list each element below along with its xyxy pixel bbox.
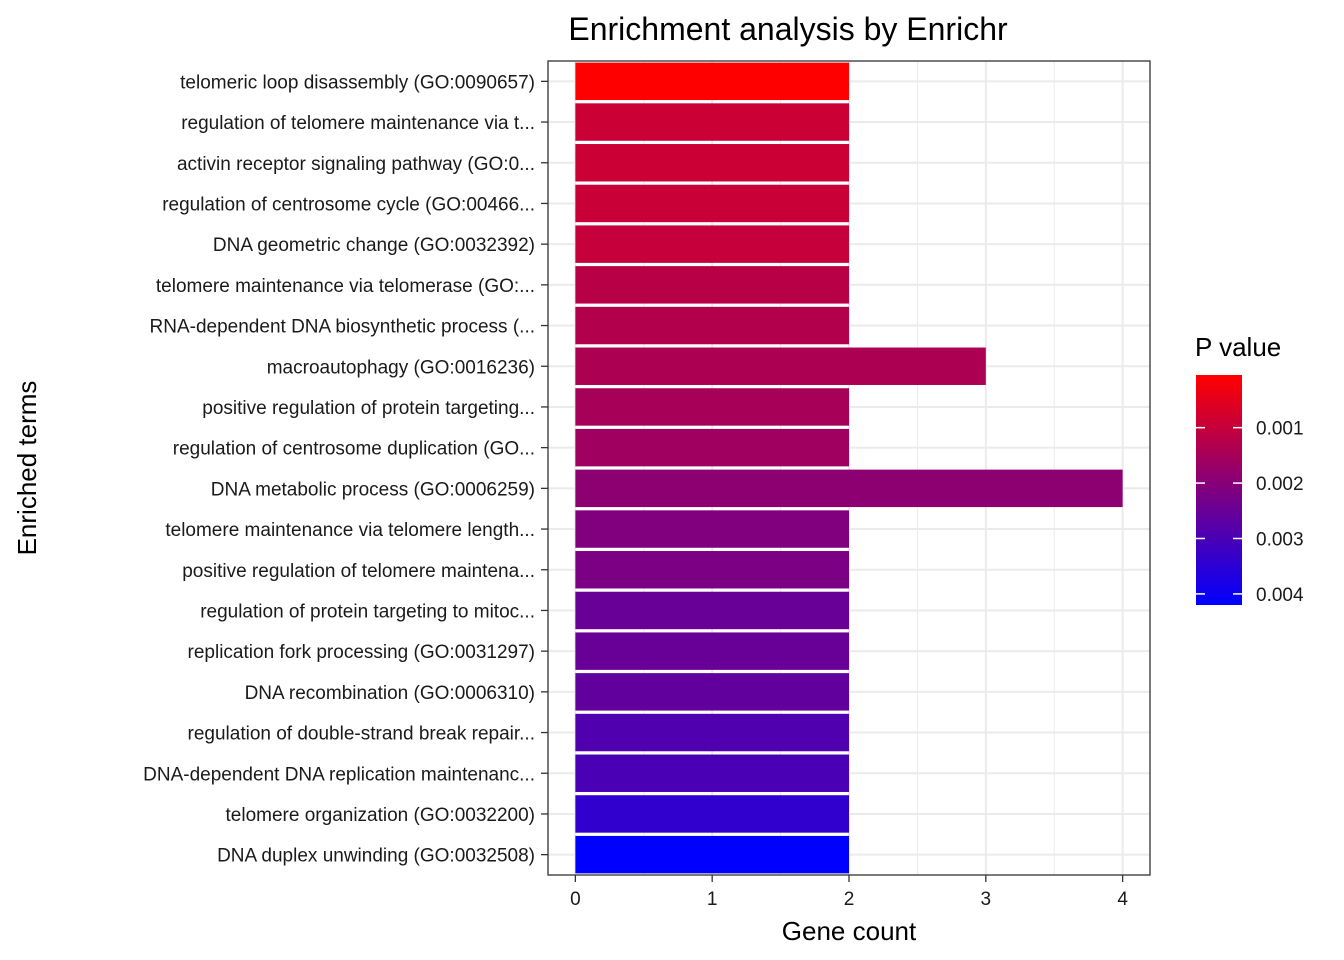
y-tick-label: positive regulation of telomere maintena… (182, 561, 535, 582)
x-axis-title: Gene count (782, 916, 917, 946)
x-tick-label: 0 (570, 889, 581, 910)
y-tick-label: regulation of centrosome duplication (GO… (173, 439, 535, 460)
legend-tick-label: 0.002 (1256, 474, 1304, 495)
y-tick-label: regulation of double-strand break repair… (188, 724, 536, 745)
legend: P value 0.001 0.002 0.003 0.004 (1195, 332, 1304, 606)
bar (575, 673, 849, 711)
bar (575, 510, 849, 548)
y-axis: telomeric loop disassembly (GO:0090657) r… (143, 72, 548, 867)
bar (575, 184, 849, 223)
y-tick-label: DNA-dependent DNA replication maintenanc… (143, 764, 535, 785)
bar (575, 591, 849, 630)
bar (575, 306, 849, 345)
bar (575, 469, 1123, 508)
legend-tick-label: 0.001 (1256, 419, 1304, 440)
bar (575, 266, 849, 304)
y-tick-label: DNA metabolic process (GO:0006259) (211, 479, 535, 500)
bar (575, 551, 849, 589)
y-tick-label: regulation of telomere maintenance via t… (181, 113, 535, 134)
bar (575, 225, 849, 263)
bar (575, 144, 849, 182)
bar (575, 795, 849, 833)
bar (575, 835, 849, 874)
legend-colorbar (1196, 375, 1242, 605)
legend-title: P value (1195, 332, 1281, 362)
legend-tick-label: 0.003 (1256, 529, 1304, 550)
bar (575, 713, 849, 752)
y-tick-label: macroautophagy (GO:0016236) (267, 357, 535, 378)
legend-tick-label: 0.004 (1256, 585, 1304, 606)
bar (575, 103, 849, 141)
x-tick-label: 2 (844, 889, 855, 910)
y-tick-label: activin receptor signaling pathway (GO:0… (177, 154, 535, 175)
bar (575, 754, 849, 792)
y-tick-label: telomere maintenance via telomerase (GO:… (156, 276, 535, 297)
x-tick-label: 3 (981, 889, 992, 910)
y-tick-label: replication fork processing (GO:0031297) (188, 642, 535, 663)
y-tick-label: DNA duplex unwinding (GO:0032508) (217, 846, 535, 867)
y-tick-label: telomere organization (GO:0032200) (226, 805, 535, 826)
y-tick-label: telomeric loop disassembly (GO:0090657) (180, 72, 535, 93)
bars (575, 62, 1123, 874)
x-tick-label: 4 (1117, 889, 1128, 910)
bar (575, 428, 849, 467)
bar (575, 632, 849, 670)
y-tick-label: regulation of centrosome cycle (GO:00466… (162, 194, 535, 215)
y-tick-label: regulation of protein targeting to mitoc… (200, 601, 535, 622)
y-axis-title: Enriched terms (12, 381, 42, 556)
y-tick-label: DNA recombination (GO:0006310) (245, 683, 535, 704)
y-tick-label: telomere maintenance via telomere length… (165, 520, 535, 541)
bar (575, 347, 986, 385)
chart-title: Enrichment analysis by Enrichr (568, 11, 1008, 47)
y-tick-label: positive regulation of protein targeting… (202, 398, 535, 419)
x-tick-label: 1 (707, 889, 718, 910)
x-axis: 0 1 2 3 4 (570, 875, 1128, 910)
bar (575, 388, 849, 426)
y-tick-label: DNA geometric change (GO:0032392) (213, 235, 535, 256)
y-tick-label: RNA-dependent DNA biosynthetic process (… (150, 317, 535, 338)
bar (575, 62, 849, 101)
